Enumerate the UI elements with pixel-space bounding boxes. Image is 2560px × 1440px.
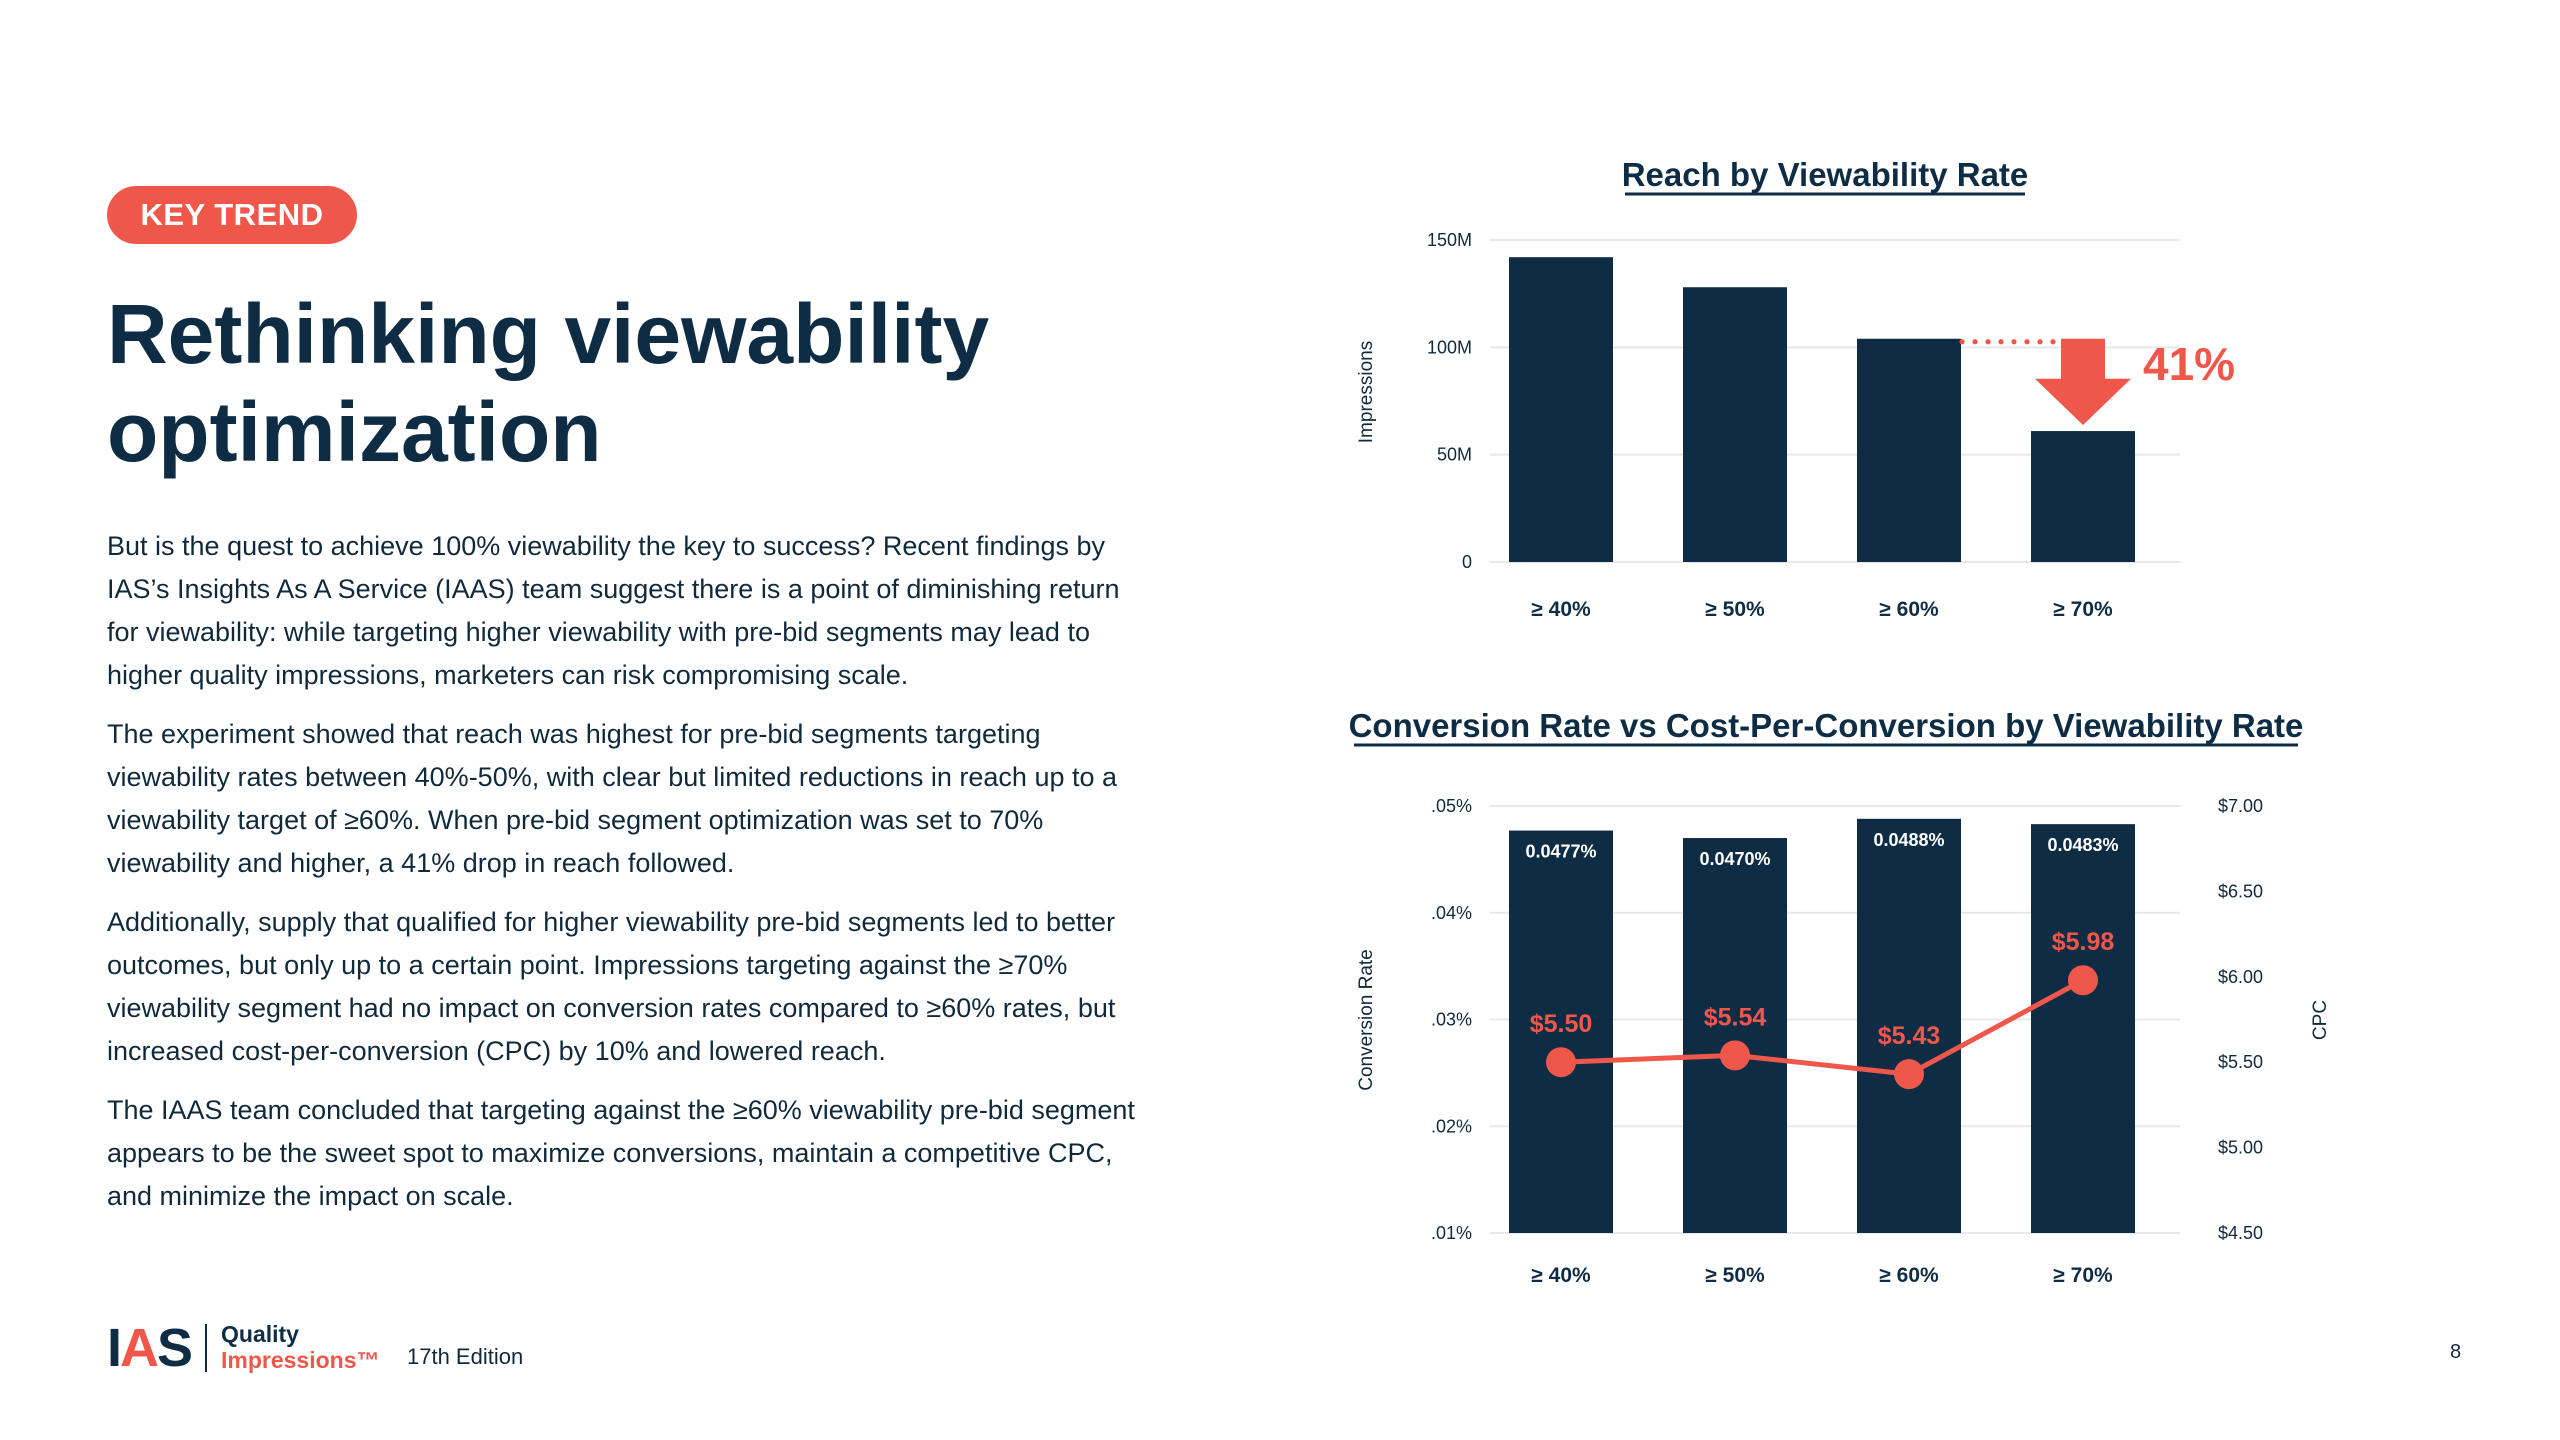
bar xyxy=(1683,287,1787,562)
dotted-reference-dot xyxy=(1998,339,2004,345)
y2-axis-label: CPC xyxy=(2310,1000,2331,1040)
x-tick-label: ≥ 60% xyxy=(1879,598,1939,621)
y-tick-label: .05% xyxy=(1431,796,1472,816)
logo-divider xyxy=(205,1324,207,1372)
down-arrow-icon xyxy=(2035,338,2131,426)
y-tick-label: 50M xyxy=(1437,445,1472,465)
x-tick-label: ≥ 70% xyxy=(2053,1264,2113,1287)
reach-chart: Reach by Viewability Rate 0 50M 100M 150M Imp… xyxy=(1356,156,2235,621)
dotted-reference-dot xyxy=(2037,339,2043,345)
page-title: Rethinking viewability optimization xyxy=(107,285,1107,481)
y2-tick-label: $5.00 xyxy=(2218,1138,2263,1158)
bar xyxy=(2031,431,2135,562)
y-axis-label: Conversion Rate xyxy=(1356,949,1377,1091)
bar xyxy=(2031,824,2135,1233)
y-tick-label: .02% xyxy=(1431,1116,1472,1136)
bar xyxy=(1509,830,1613,1233)
body-text: But is the quest to achieve 100% viewabi… xyxy=(107,525,1147,1234)
y-tick-label: 0 xyxy=(1462,552,1472,572)
y-tick-label: 150M xyxy=(1427,230,1472,250)
y-tick-label: .04% xyxy=(1431,903,1472,923)
paragraph-4: The IAAS team concluded that targeting a… xyxy=(107,1095,1135,1211)
dotted-reference-dot xyxy=(2024,339,2030,345)
bar-value-label: 0.0477% xyxy=(1525,842,1596,862)
cpc-point xyxy=(1546,1047,1576,1078)
chart-title: Reach by Viewability Rate xyxy=(1622,156,2029,193)
y-axis-label: Impressions xyxy=(1356,341,1377,443)
cpc-point xyxy=(2068,965,2098,996)
bar-value-label: 0.0488% xyxy=(1873,830,1944,850)
paragraph-2: The experiment showed that reach was hig… xyxy=(107,719,1118,878)
page-number: 8 xyxy=(2450,1341,2462,1363)
chart-title: Conversion Rate vs Cost-Per-Conversion b… xyxy=(1349,707,2304,744)
dotted-reference-dot xyxy=(1985,339,1991,345)
logo-impressions-text: Impressions™ xyxy=(221,1347,380,1373)
x-tick-label: ≥ 60% xyxy=(1879,1264,1939,1287)
ias-logo-mark: IAS xyxy=(107,1318,193,1378)
y-tick-label: .01% xyxy=(1431,1223,1472,1243)
y-tick-label: .03% xyxy=(1431,1010,1472,1030)
key-trend-badge: KEY TREND xyxy=(107,186,357,244)
x-tick-label: ≥ 40% xyxy=(1531,1264,1591,1287)
bar xyxy=(1509,257,1613,562)
y-tick-label: 100M xyxy=(1427,337,1472,357)
x-tick-label: ≥ 70% xyxy=(2053,598,2113,621)
cpc-point xyxy=(1720,1040,1750,1071)
cpc-point xyxy=(1894,1059,1924,1090)
y2-tick-label: $7.00 xyxy=(2218,796,2263,816)
dotted-reference-dot xyxy=(2050,339,2056,345)
cpc-line xyxy=(1560,978,2085,1077)
x-tick-label: ≥ 40% xyxy=(1531,598,1591,621)
cpc-value-label: $5.54 xyxy=(1704,1003,1767,1031)
paragraph-3: Additionally, supply that qualified for … xyxy=(107,907,1116,1066)
bar xyxy=(1857,338,1961,562)
logo-quality-text: Quality xyxy=(221,1321,299,1347)
cpc-value-label: $5.50 xyxy=(1530,1010,1593,1038)
paragraph-1: But is the quest to achieve 100% viewabi… xyxy=(107,531,1120,690)
dotted-reference-dot xyxy=(1959,339,1965,345)
x-tick-label: ≥ 50% xyxy=(1705,598,1765,621)
dotted-reference-dot xyxy=(1972,339,1978,345)
x-tick-label: ≥ 50% xyxy=(1705,1264,1765,1287)
y2-tick-label: $6.00 xyxy=(2218,967,2263,987)
y2-tick-label: $4.50 xyxy=(2218,1223,2263,1243)
title-line-2: optimization xyxy=(107,385,602,479)
y2-tick-label: $5.50 xyxy=(2218,1052,2263,1072)
edition-label: 17th Edition xyxy=(407,1344,524,1369)
cpc-value-label: $5.98 xyxy=(2052,928,2115,956)
bar xyxy=(1857,818,1961,1233)
drop-percentage-label: 41% xyxy=(2143,338,2235,390)
bar-value-label: 0.0483% xyxy=(2047,835,2118,855)
y2-tick-label: $6.50 xyxy=(2218,881,2263,901)
bar-value-label: 0.0470% xyxy=(1699,849,1770,869)
title-line-1: Rethinking viewability xyxy=(107,287,990,381)
cpc-value-label: $5.43 xyxy=(1878,1022,1941,1050)
bar xyxy=(1683,838,1787,1233)
dotted-reference-dot xyxy=(2011,339,2017,345)
